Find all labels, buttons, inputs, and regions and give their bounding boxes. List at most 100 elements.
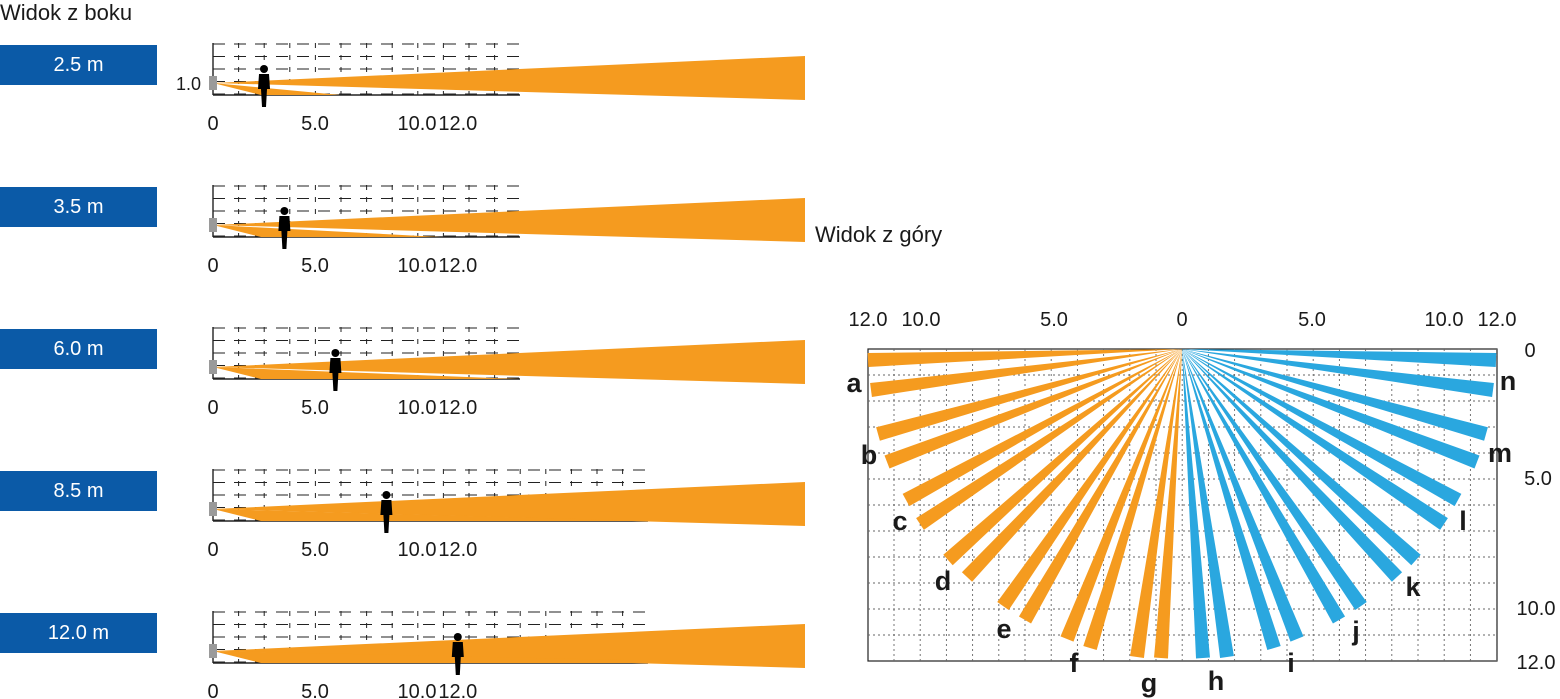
zone-beam-right xyxy=(1182,349,1367,611)
zone-beam-right xyxy=(1182,349,1448,530)
range-badge-12-0m: 12.0 m xyxy=(0,613,157,653)
zone-label-h: h xyxy=(1208,666,1225,696)
x-tick-label: 0 xyxy=(207,397,218,419)
top-scale-label: 5.0 xyxy=(1298,309,1326,331)
range-badge-8-5m: 8.5 m xyxy=(0,471,157,511)
lower-beam xyxy=(213,651,765,663)
zone-label-i: i xyxy=(1287,648,1295,678)
upper-beam xyxy=(213,624,805,668)
x-tick-label: 10.0 xyxy=(398,681,437,699)
sensor-height-label: 1.0 xyxy=(176,74,201,94)
x-tick-label: 12.0 xyxy=(438,539,477,561)
zone-beam-left xyxy=(1154,349,1182,659)
person-head xyxy=(260,65,268,73)
person-head xyxy=(280,207,289,215)
zone-label-b: b xyxy=(861,440,878,470)
top-scale-label: 5.0 xyxy=(1040,309,1068,331)
zone-label-l: l xyxy=(1459,506,1467,536)
person-body xyxy=(329,358,342,391)
zone-beam-left xyxy=(916,349,1182,530)
zone-beam-left xyxy=(867,349,1182,367)
person-body xyxy=(380,500,393,533)
top-scale-label: 10.0 xyxy=(902,309,941,331)
side-view-title: Widok z boku xyxy=(0,0,133,25)
zone-beam-left xyxy=(1018,349,1182,624)
zone-label-a: a xyxy=(846,368,862,398)
upper-beam xyxy=(213,482,805,526)
top-scale-label: 12.0 xyxy=(849,309,888,331)
x-tick-label: 0 xyxy=(207,113,218,135)
zone-beam-left xyxy=(876,349,1182,441)
zone-label-m: m xyxy=(1488,438,1512,468)
person-head xyxy=(331,349,340,357)
person-body xyxy=(258,74,270,107)
person-icon xyxy=(451,633,464,675)
top-scale-label: 10.0 xyxy=(1425,309,1464,331)
top-view-plot xyxy=(867,348,1498,662)
zone-beam-right xyxy=(1182,349,1488,441)
person-body xyxy=(278,216,291,249)
zone-label-c: c xyxy=(892,506,907,536)
zone-beam-right xyxy=(1182,349,1304,642)
zone-label-n: n xyxy=(1500,366,1517,396)
right-scale-label: 5.0 xyxy=(1524,468,1552,490)
zone-label-f: f xyxy=(1070,648,1080,678)
range-badge-6-0m: 6.0 m xyxy=(0,329,157,369)
zone-beam-right xyxy=(1182,349,1210,659)
person-head xyxy=(453,633,462,641)
person-icon xyxy=(258,65,270,107)
zone-beam-left xyxy=(961,349,1182,582)
x-tick-label: 10.0 xyxy=(398,397,437,419)
zone-beam-left xyxy=(884,349,1182,469)
x-tick-label: 0 xyxy=(207,255,218,277)
zone-label-k: k xyxy=(1405,572,1421,602)
x-tick-label: 12.0 xyxy=(438,681,477,699)
zone-label-j: j xyxy=(1351,616,1360,646)
x-tick-label: 5.0 xyxy=(301,681,329,699)
x-tick-label: 12.0 xyxy=(438,397,477,419)
x-tick-label: 12.0 xyxy=(438,113,477,135)
x-tick-label: 10.0 xyxy=(398,113,437,135)
zone-beam-right xyxy=(1182,349,1346,624)
x-tick-label: 5.0 xyxy=(301,397,329,419)
x-tick-label: 12.0 xyxy=(438,255,477,277)
lower-beam xyxy=(213,509,648,521)
zone-beam-right xyxy=(1182,349,1480,469)
zone-beam-right xyxy=(1182,349,1281,651)
sensor-icon xyxy=(209,360,217,374)
right-scale-label: 0 xyxy=(1524,340,1535,362)
zone-beam-right xyxy=(1182,349,1497,367)
person-icon xyxy=(278,207,291,249)
side-view-panel-3 xyxy=(209,327,805,391)
right-scale-label: 12.0 xyxy=(1517,652,1556,674)
person-head xyxy=(382,491,391,499)
zone-beam-right xyxy=(1182,349,1494,397)
zone-beam-right xyxy=(1182,349,1421,566)
zone-label-e: e xyxy=(996,614,1011,644)
x-tick-label: 10.0 xyxy=(398,539,437,561)
top-view-title: Widok z góry xyxy=(815,222,943,247)
upper-beam xyxy=(213,56,805,100)
zone-label-d: d xyxy=(935,566,952,596)
side-view-panel-1 xyxy=(209,43,805,107)
zone-label-g: g xyxy=(1141,668,1158,698)
zone-beam-left xyxy=(997,349,1182,611)
x-tick-label: 5.0 xyxy=(301,113,329,135)
upper-beam xyxy=(213,340,805,384)
person-body xyxy=(451,642,464,675)
person-icon xyxy=(329,349,342,391)
zone-beam-left xyxy=(902,349,1182,507)
zone-beam-left xyxy=(870,349,1182,397)
zone-beam-left xyxy=(1083,349,1182,651)
x-tick-label: 0 xyxy=(207,539,218,561)
zone-beam-right xyxy=(1182,349,1403,582)
range-badge-3-5m: 3.5 m xyxy=(0,187,157,227)
person-icon xyxy=(380,491,393,533)
sensor-icon xyxy=(209,502,217,516)
x-tick-label: 10.0 xyxy=(398,255,437,277)
upper-beam xyxy=(213,198,805,242)
sensor-icon xyxy=(209,218,217,232)
x-tick-label: 0 xyxy=(207,681,218,699)
zone-beam-left xyxy=(1130,349,1182,659)
